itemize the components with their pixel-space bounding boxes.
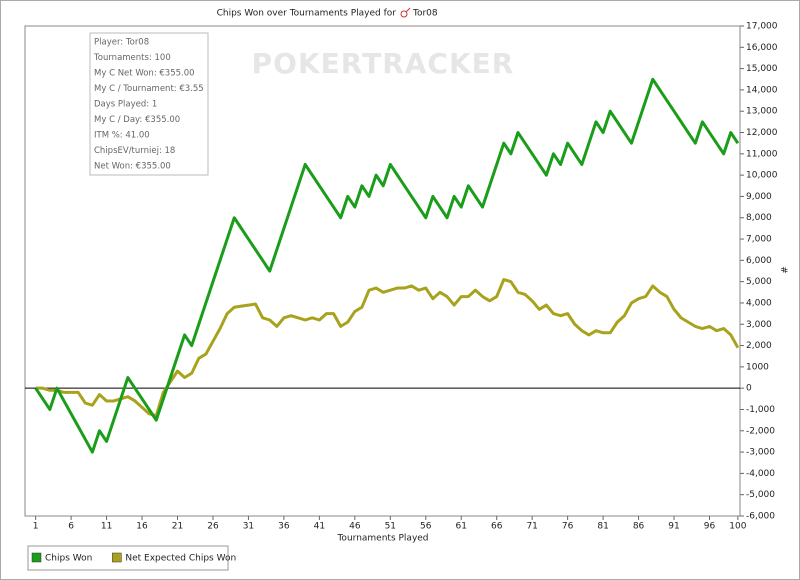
player-name: Tor08 (412, 9, 438, 19)
tooltip-line: ChipsEV/turniej: 18 (94, 146, 175, 156)
tooltip-line: ITM %: 41.00 (94, 131, 150, 141)
x-axis-label: Tournaments Played (336, 534, 428, 544)
tooltip-line: Net Won: €355.00 (94, 162, 171, 172)
x-tick-label: 41 (314, 522, 325, 532)
y-tick-label: 12,000 (746, 128, 778, 138)
y-tick-label: -6,000 (746, 512, 775, 522)
x-tick-label: 66 (491, 522, 503, 532)
player-icon (400, 7, 411, 18)
legend-swatch (31, 552, 42, 563)
y-tick-label: -2,000 (746, 426, 775, 436)
x-tick-label: 71 (526, 522, 537, 532)
x-tick-label: 21 (172, 522, 183, 532)
y-tick-label: -4,000 (746, 469, 775, 479)
y-axis-label: # (781, 266, 791, 274)
y-tick-label: 15,000 (746, 64, 778, 74)
x-tick-label: 11 (101, 522, 112, 532)
y-tick-label: -1,000 (746, 405, 775, 415)
tooltip: Player: Tor08 Tournaments: 100 My C Net Wo… (89, 32, 209, 176)
x-tick-label: 46 (349, 522, 361, 532)
y-tick-label: 5,000 (746, 277, 772, 287)
y-tick-label: 17,000 (746, 22, 778, 32)
x-tick-label: 96 (704, 522, 716, 532)
x-tick-label: 61 (456, 522, 467, 532)
y-tick-label: 10,000 (746, 171, 778, 181)
x-tick-label: 81 (597, 522, 608, 532)
y-tick-label: 0 (746, 384, 752, 394)
y-tick-label: 2,000 (746, 341, 772, 351)
legend-label: Chips Won (45, 554, 92, 564)
x-tick-label: 16 (136, 522, 148, 532)
y-tick-label: 3,000 (746, 320, 772, 330)
x-tick-label: 31 (243, 522, 254, 532)
tooltip-line: My C / Tournament: €3.55 (94, 84, 204, 94)
watermark: POKERTRACKER (252, 47, 515, 80)
y-tick-label: 9,000 (746, 192, 772, 202)
tooltip-line: My C / Day: €355.00 (94, 115, 180, 125)
y-tick-label: 7,000 (746, 235, 772, 245)
y-tick-label: 6,000 (746, 256, 772, 266)
x-tick-label: 56 (420, 522, 432, 532)
y-tick-label: 8,000 (746, 213, 772, 223)
tooltip-line: Days Played: 1 (94, 100, 157, 110)
x-tick-label: 26 (207, 522, 219, 532)
tooltip-line: Player: Tor08 (94, 38, 149, 48)
y-tick-label: 1000 (746, 362, 769, 372)
y-tick-label: 11,000 (746, 149, 778, 159)
legend-box (27, 545, 229, 571)
y-tick-label: 14,000 (746, 85, 778, 95)
legend-label: Net Expected Chips Won (125, 554, 236, 564)
x-tick-label: 1 (33, 522, 39, 532)
series-line (34, 77, 740, 454)
y-tick-label: 4,000 (746, 298, 772, 308)
y-tick-label: 13,000 (746, 107, 778, 117)
x-tick-label: 91 (668, 522, 679, 532)
x-tick-label: 36 (278, 522, 290, 532)
tooltip-line: Tournaments: 100 (93, 53, 171, 63)
chart-title: Chips Won over Tournaments Played for (217, 9, 397, 19)
y-tick-label: -3,000 (746, 448, 775, 458)
tooltip-line: My C Net Won: €355.00 (94, 69, 195, 79)
y-tick-label: -5,000 (746, 490, 775, 500)
x-tick-label: 86 (633, 522, 645, 532)
y-tick-label: 16,000 (746, 43, 778, 53)
tooltip-box (89, 32, 209, 176)
x-tick-label: 51 (385, 522, 396, 532)
x-tick-label: 6 (68, 522, 74, 532)
x-tick-label: 100 (729, 522, 746, 532)
x-tick-label: 76 (562, 522, 574, 532)
legend-swatch (112, 552, 122, 563)
